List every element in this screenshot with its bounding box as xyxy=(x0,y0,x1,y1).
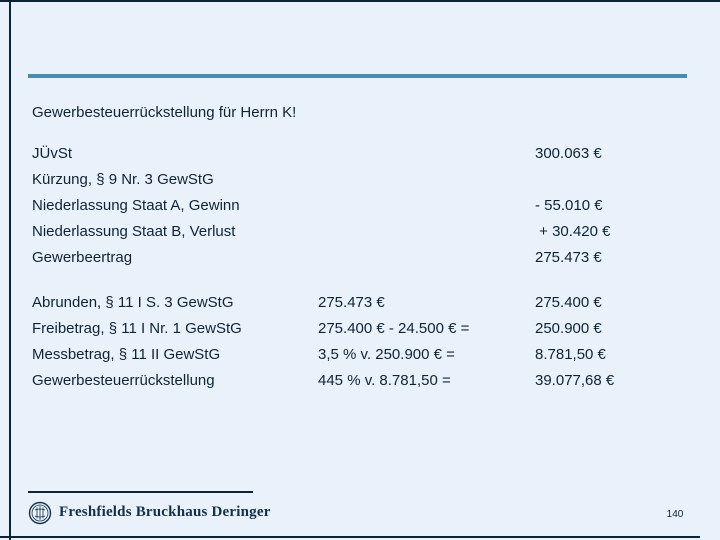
row-calc: 3,5 % v. 250.900 € = xyxy=(318,346,455,363)
table-row: Kürzung, § 9 Nr. 3 GewStG xyxy=(32,167,692,193)
row-label: Gewerbeertrag xyxy=(32,249,133,266)
footer-rule xyxy=(28,491,253,493)
row-calc xyxy=(318,193,535,219)
table-row: Abrunden, § 11 I S. 3 GewStG 275.473 € 2… xyxy=(32,290,692,316)
table-row: Gewerbesteuerrückstellung 445 % v. 8.781… xyxy=(32,368,692,394)
row-value: 300.063 € xyxy=(535,145,602,162)
row-value: - 55.010 € xyxy=(535,197,603,214)
table-row: Gewerbeertrag 275.473 € xyxy=(32,245,692,271)
row-value: + 30.420 € xyxy=(535,223,611,240)
row-value: 275.473 € xyxy=(535,249,602,266)
row-label: Freibetrag, § 11 I Nr. 1 GewStG xyxy=(32,320,242,337)
row-value: 250.900 € xyxy=(535,320,602,337)
row-label: JÜvSt xyxy=(32,145,73,162)
table-row: Freibetrag, § 11 I Nr. 1 GewStG 275.400 … xyxy=(32,316,692,342)
slide-bottom-border xyxy=(0,536,700,538)
title-accent-rule xyxy=(28,74,687,78)
row-calc: 445 % v. 8.781,50 = xyxy=(318,372,451,389)
row-label: Niederlassung Staat B, Verlust xyxy=(32,223,236,240)
row-label: Messbetrag, § 11 II GewStG xyxy=(32,346,221,363)
calculation-block-rueckstellung: Abrunden, § 11 I S. 3 GewStG 275.473 € 2… xyxy=(32,290,692,394)
slide-left-border xyxy=(9,0,11,540)
table-row: Messbetrag, § 11 II GewStG 3,5 % v. 250.… xyxy=(32,342,692,368)
row-calc xyxy=(318,141,535,167)
row-value: 8.781,50 € xyxy=(535,346,606,363)
row-label: Abrunden, § 11 I S. 3 GewStG xyxy=(32,294,234,311)
row-calc xyxy=(318,167,535,193)
row-calc xyxy=(318,245,535,271)
footer-logo: Freshfields Bruckhaus Deringer xyxy=(28,501,271,525)
row-label: Kürzung, § 9 Nr. 3 GewStG xyxy=(32,171,214,188)
calculation-block-gewerbeertrag: JÜvSt 300.063 € Kürzung, § 9 Nr. 3 GewSt… xyxy=(32,141,692,271)
table-row: Niederlassung Staat B, Verlust + 30.420 … xyxy=(32,219,692,245)
slide-title: Gewerbesteuerrückstellung für Herrn K! xyxy=(32,104,297,121)
row-label: Gewerbesteuerrückstellung xyxy=(32,372,215,389)
table-row: JÜvSt 300.063 € xyxy=(32,141,692,167)
row-calc xyxy=(318,219,535,245)
table-row: Niederlassung Staat A, Gewinn - 55.010 € xyxy=(32,193,692,219)
row-calc: 275.473 € xyxy=(318,294,385,311)
row-value xyxy=(535,167,692,193)
freshfields-crest-icon xyxy=(28,501,52,525)
footer-logo-text: Freshfields Bruckhaus Deringer xyxy=(59,503,271,520)
row-calc: 275.400 € - 24.500 € = xyxy=(318,320,470,337)
row-label: Niederlassung Staat A, Gewinn xyxy=(32,197,240,214)
page-number: 140 xyxy=(666,509,684,520)
row-value: 275.400 € xyxy=(535,294,602,311)
row-value: 39.077,68 € xyxy=(535,372,615,389)
slide-top-border xyxy=(0,0,720,2)
